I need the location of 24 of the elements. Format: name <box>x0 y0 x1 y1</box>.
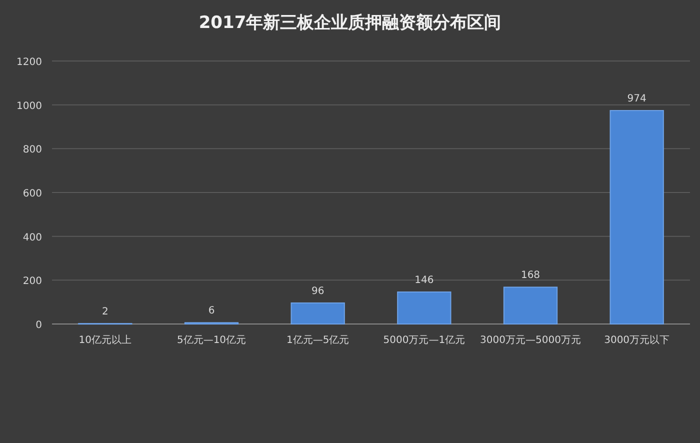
data-label: 6 <box>208 306 215 317</box>
data-label: 974 <box>627 94 646 105</box>
x-tick-label: 1亿元—5亿元 <box>286 335 350 346</box>
x-tick-label: 5亿元—10亿元 <box>176 335 246 346</box>
data-label: 146 <box>414 275 434 286</box>
bar <box>503 286 558 324</box>
data-label: 96 <box>311 286 324 297</box>
y-tick-label: 400 <box>22 232 42 244</box>
bar <box>397 292 452 324</box>
bar <box>290 302 345 324</box>
y-tick-label: 200 <box>22 276 42 288</box>
data-label: 2 <box>102 306 108 318</box>
y-tick-label: 800 <box>22 144 42 156</box>
x-tick-label: 10亿元以上 <box>78 334 132 346</box>
x-tick-label: 5000万元—1亿元 <box>383 335 466 346</box>
y-tick-label: 1200 <box>16 57 42 68</box>
x-tick-label: 3000万元—5000万元 <box>480 335 581 346</box>
data-label: 168 <box>520 270 540 282</box>
y-tick-label: 600 <box>22 188 42 200</box>
bar <box>610 110 664 324</box>
y-tick-label: 0 <box>36 320 42 331</box>
x-tick-label: 3000万元以下 <box>604 334 670 346</box>
y-tick-label: 1000 <box>16 100 42 112</box>
chart-title: 2017年新三板企业质押融资额分布区间 <box>198 13 502 33</box>
